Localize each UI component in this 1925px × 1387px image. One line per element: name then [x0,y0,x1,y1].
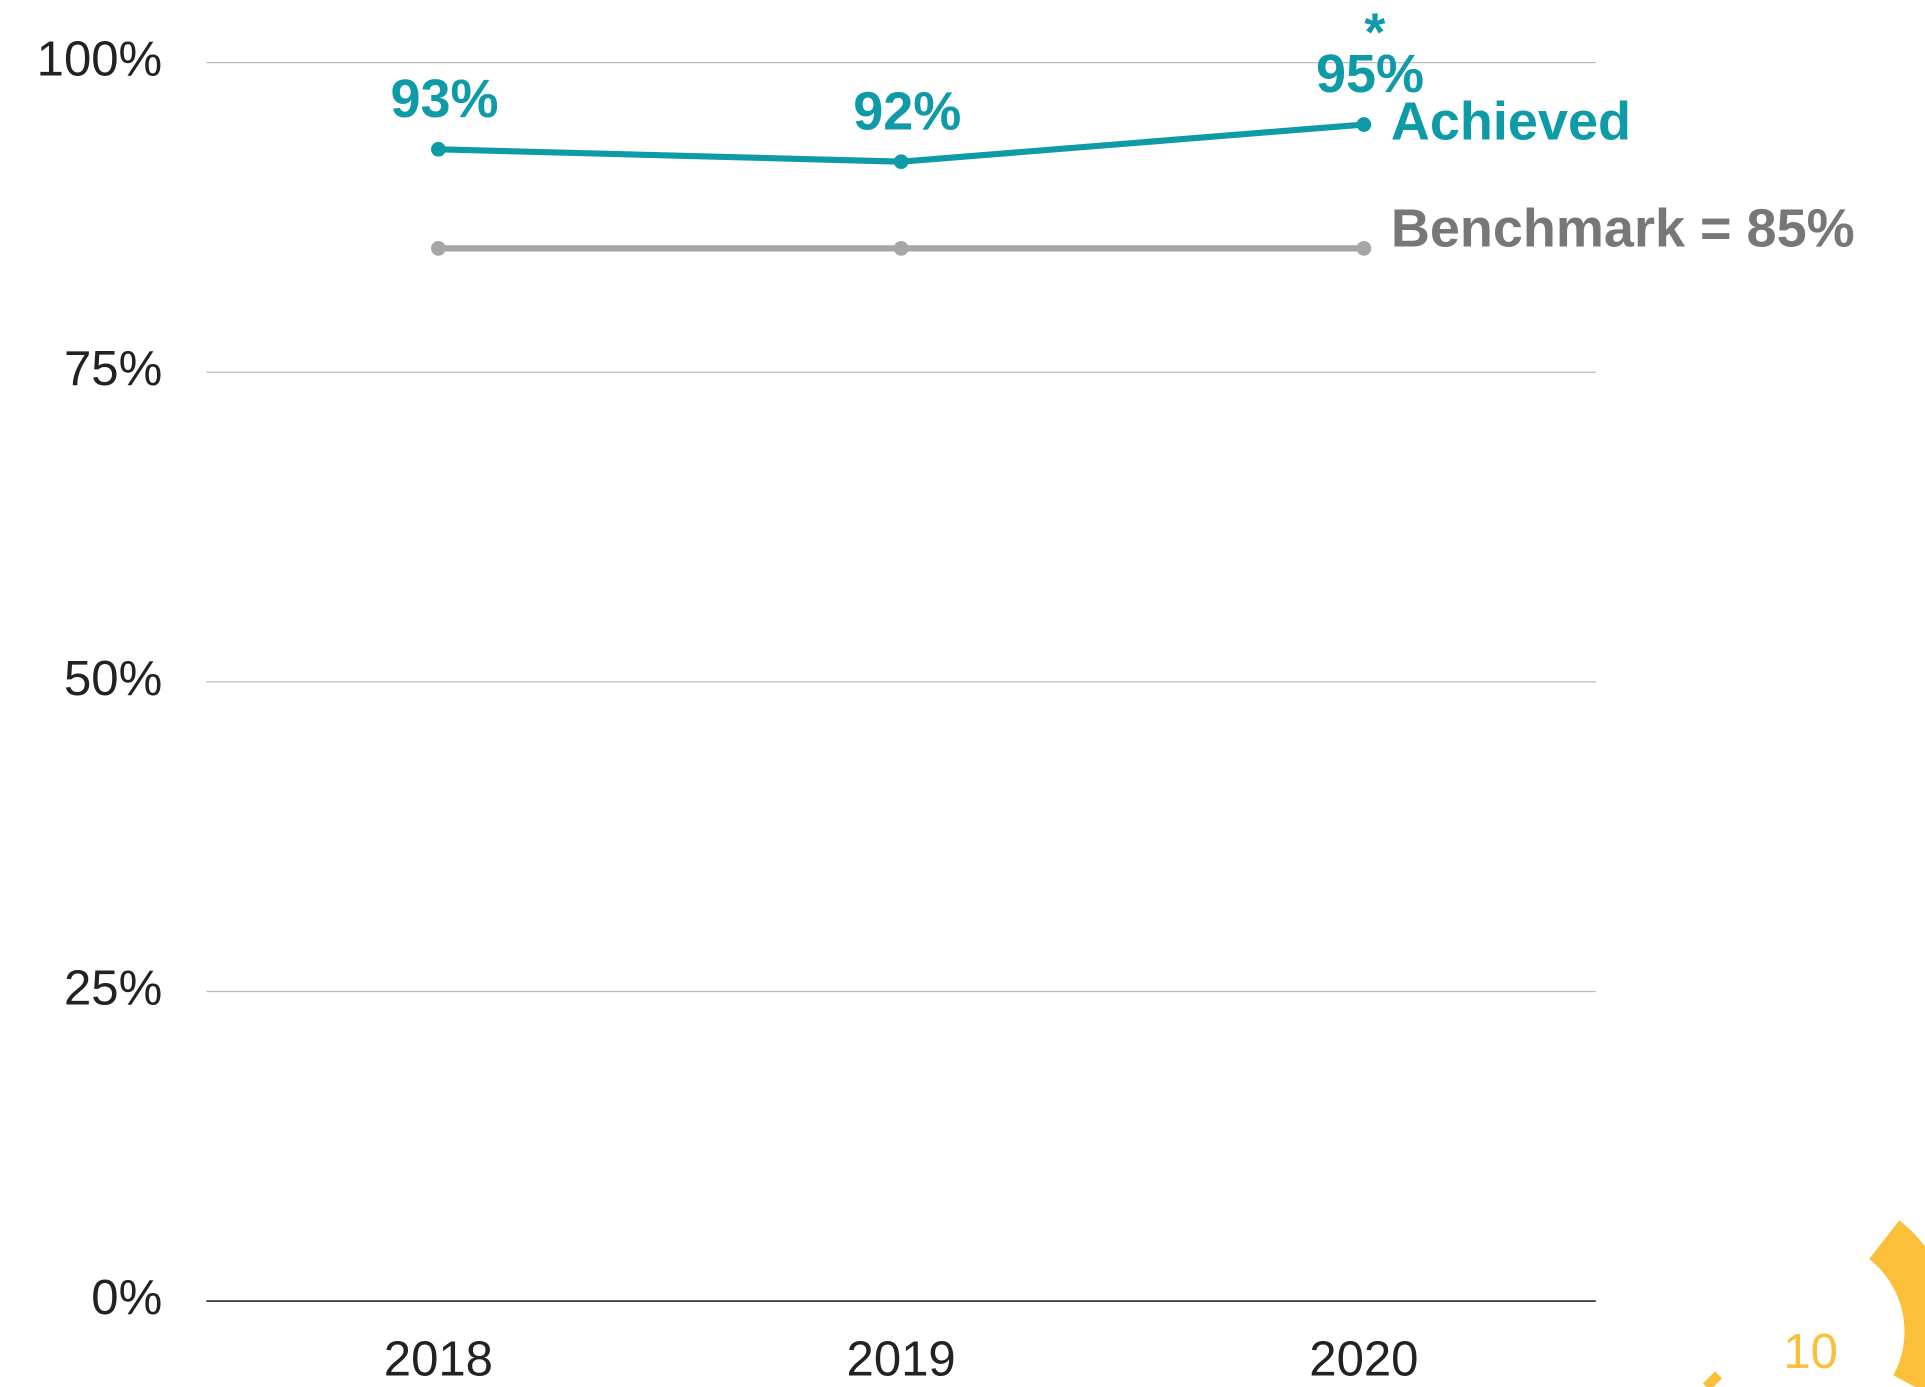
data-label: 92% [853,81,961,141]
x-tick-label: 2020 [1309,1332,1418,1386]
data-point [431,241,446,256]
data-point [1356,117,1372,132]
series-label: Benchmark = 85% [1391,198,1855,258]
y-tick-label: 50% [64,652,162,706]
data-label: 93% [390,69,498,129]
x-tick-label: 2018 [384,1332,493,1386]
data-label: 95% [1316,44,1424,104]
data-point [893,154,909,170]
y-tick-label: 25% [64,961,162,1015]
data-point [431,141,446,157]
x-tick-label: 2019 [847,1332,956,1386]
series-label: Achieved [1391,91,1631,151]
decor-arc [1868,1220,1925,1387]
y-tick-label: 75% [64,342,162,396]
page-number: 10 [1783,1325,1838,1379]
y-tick-label: 0% [91,1271,162,1325]
decor-tick [1702,1371,1723,1387]
annotation: * [1364,2,1385,62]
data-point [893,241,909,256]
data-point [1356,241,1372,256]
y-tick-label: 100% [37,33,163,87]
